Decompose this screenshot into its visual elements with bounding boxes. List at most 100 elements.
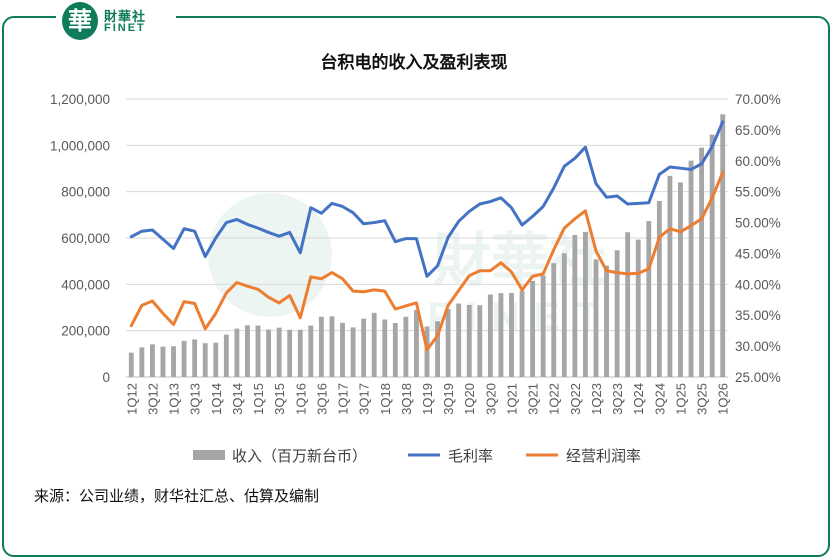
left-axis-tick-label: 800,000: [61, 185, 110, 200]
revenue-bar: [234, 328, 240, 377]
gross-margin-line: [129, 120, 725, 278]
revenue-bar: [604, 265, 609, 377]
x-axis-tick-label: 1Q16: [293, 383, 308, 415]
revenue-bar: [245, 325, 250, 377]
revenue-bar: [414, 310, 419, 377]
revenue-bar: [688, 160, 694, 377]
revenue-bar: [561, 253, 567, 377]
x-axis-tick-label: 3Q20: [483, 383, 498, 415]
x-axis-tick-label: 1Q20: [462, 383, 477, 415]
revenue-bar: [466, 304, 472, 377]
revenue-bar: [202, 343, 208, 377]
x-axis-tick-label: 1Q15: [251, 383, 266, 415]
x-axis-tick-label: 3Q25: [695, 383, 710, 415]
right-axis-tick-label: 55.00%: [735, 185, 781, 200]
right-axis-tick-label: 25.00%: [735, 370, 781, 385]
x-axis-tick-label: 1Q19: [420, 383, 435, 415]
x-axis-tick-label: 3Q17: [357, 383, 372, 415]
x-axis-tick-label: 3Q18: [399, 383, 414, 415]
right-axis-tick-label: 45.00%: [735, 246, 781, 261]
left-axis-tick-label: 1,000,000: [50, 138, 110, 153]
x-axis-tick-label: 1Q24: [631, 383, 646, 415]
revenue-bar: [287, 329, 293, 377]
revenue-bar: [255, 325, 261, 377]
revenue-bar: [403, 316, 409, 377]
x-axis-tick-label: 1Q14: [209, 383, 224, 415]
revenue-bar: [160, 346, 166, 377]
revenue-bar: [318, 316, 324, 377]
right-axis-tick-label: 70.00%: [735, 92, 781, 107]
x-axis-tick-label: 3Q22: [568, 383, 583, 415]
x-axis-tick-label: 1Q22: [547, 383, 562, 415]
left-axis-tick-label: 1,200,000: [50, 92, 110, 107]
legend-swatch-revenue: [193, 450, 225, 460]
revenue-bar: [340, 322, 345, 377]
right-axis-tick-label: 65.00%: [735, 123, 781, 138]
revenue-bar: [350, 327, 356, 377]
left-axis-tick-label: 600,000: [61, 231, 110, 246]
revenue-bar: [424, 326, 430, 377]
chart-title: 台积电的收入及盈利表现: [321, 52, 508, 73]
revenue-bar: [361, 318, 367, 377]
revenue-bar: [720, 114, 726, 377]
x-axis-tick-label: 1Q26: [716, 383, 731, 415]
revenue-bar: [625, 232, 631, 377]
x-axis-tick-label: 1Q18: [378, 383, 393, 415]
revenue-bar: [572, 234, 578, 377]
left-axis-tick-label: 0: [102, 370, 110, 385]
source-note: 来源：公司业绩，财华社汇总、估算及编制: [34, 487, 320, 505]
x-axis-tick-label: 3Q15: [272, 383, 287, 415]
watermark-text-cn: 財華社: [433, 226, 607, 294]
left-axis-tick-label: 200,000: [61, 324, 110, 339]
revenue-bar: [171, 346, 176, 377]
revenue-bar: [646, 221, 652, 377]
finet-logo: 華 財華社 FINET: [56, 0, 176, 42]
x-axis-tick-label: 1Q23: [589, 383, 604, 415]
revenue-bar: [498, 293, 504, 377]
x-axis-tick-label: 3Q14: [230, 383, 245, 415]
revenue-bar: [392, 323, 398, 377]
revenue-bar: [635, 239, 641, 377]
revenue-bar: [487, 294, 493, 377]
right-axis-tick-label: 50.00%: [735, 216, 781, 231]
legend-label-revenue: 收入（百万新台币）: [232, 447, 367, 465]
revenue-bar: [181, 340, 187, 377]
revenue-bar: [540, 275, 546, 377]
right-axis-tick-label: 40.00%: [735, 277, 781, 292]
revenue-bar: [551, 263, 557, 377]
revenue-bar: [678, 182, 683, 377]
revenue-bar: [329, 316, 335, 377]
x-axis-tick-label: 3Q16: [314, 383, 329, 415]
revenue-bar: [139, 347, 145, 377]
x-axis-tick-label: 1Q12: [124, 383, 139, 415]
right-axis-tick-label: 35.00%: [735, 308, 781, 323]
finet-logo-badge: 華: [62, 2, 98, 40]
revenue-bar: [308, 325, 314, 377]
revenue-bar: [192, 339, 198, 377]
x-axis-tick-label: 3Q23: [610, 383, 625, 415]
revenue-bar: [213, 342, 219, 377]
revenue-bar: [582, 231, 588, 377]
revenue-bar: [297, 329, 303, 377]
revenue-bar: [276, 327, 282, 377]
watermark-logo-icon: [208, 193, 332, 317]
operating-margin-line: [129, 171, 725, 352]
revenue-bar: [445, 309, 451, 377]
x-axis-tick-label: 3Q24: [652, 383, 667, 415]
revenue-bar: [519, 290, 525, 377]
left-axis-tick-label: 400,000: [61, 277, 110, 292]
revenue-bar: [477, 305, 483, 377]
x-axis-tick-label: 3Q19: [441, 383, 456, 415]
x-axis-tick-label: 1Q13: [167, 383, 182, 415]
x-axis-tick-label: 1Q17: [336, 383, 351, 415]
finet-logo-name-en: FINET: [104, 22, 146, 34]
revenue-bar: [435, 321, 440, 377]
revenue-bar: [509, 292, 514, 377]
x-axis-tick-label: 1Q25: [673, 383, 688, 415]
revenue-bar: [266, 329, 272, 377]
legend-label-operating-margin: 经营利润率: [566, 447, 641, 465]
x-axis-tick-label: 1Q21: [504, 383, 519, 415]
revenue-bar: [530, 280, 536, 377]
revenue-bar: [456, 303, 462, 377]
revenue-bar: [149, 344, 155, 377]
